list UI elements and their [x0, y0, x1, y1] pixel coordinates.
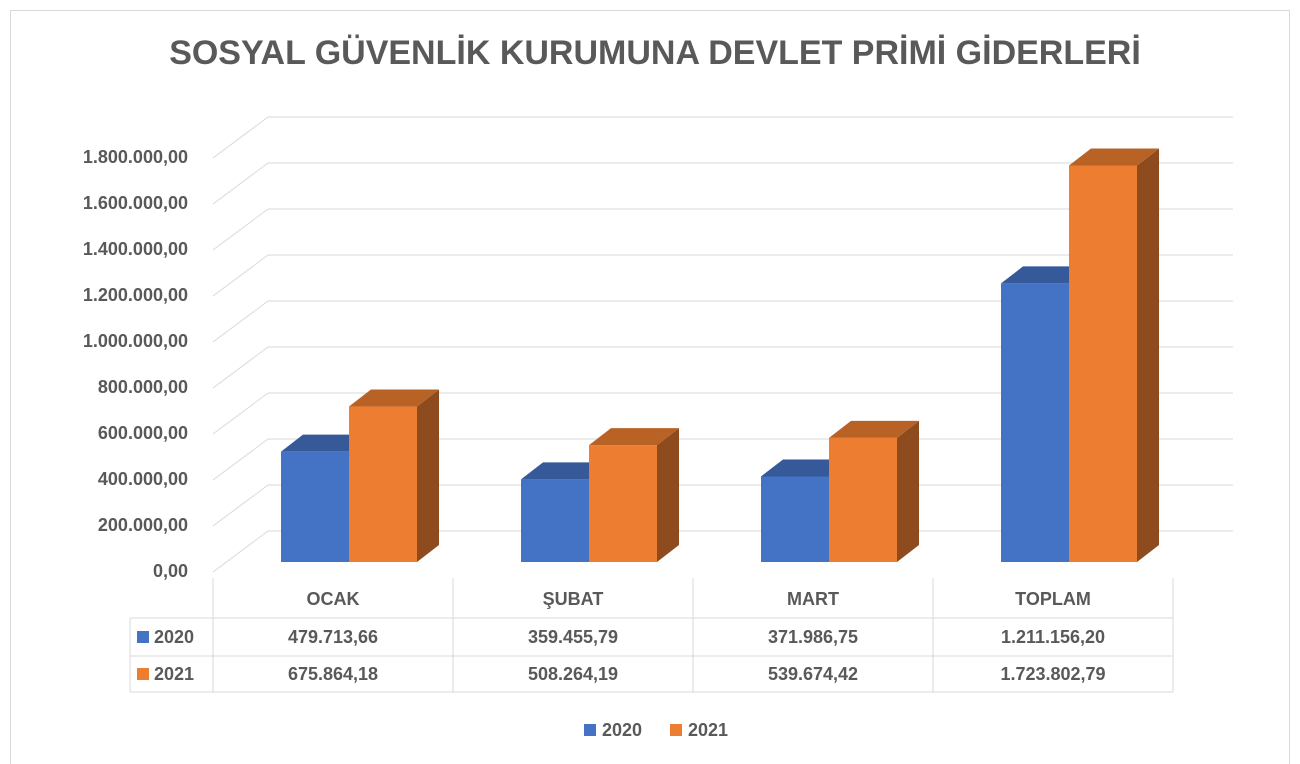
- bar: [761, 476, 829, 562]
- table-cell: 508.264,19: [528, 664, 618, 684]
- bar-side: [657, 428, 679, 562]
- y-tick-label: 1.000.000,00: [83, 331, 188, 351]
- grid-line-side: [212, 208, 269, 251]
- bar-side: [417, 389, 439, 562]
- bar-top: [281, 434, 371, 452]
- x-tick-label: ŞUBAT: [543, 589, 604, 609]
- grid-line-side: [212, 392, 269, 435]
- grid-line-side: [212, 530, 269, 573]
- table-cell: 371.986,75: [768, 627, 858, 647]
- bar: [829, 437, 897, 562]
- grid-line-side: [212, 254, 269, 297]
- bar: [1001, 283, 1069, 562]
- bar-side: [1137, 148, 1159, 562]
- table-cell: 1.211.156,20: [1001, 627, 1105, 647]
- bar-side: [897, 420, 919, 562]
- y-tick-label: 800.000,00: [98, 377, 188, 397]
- x-tick-label: MART: [787, 589, 839, 609]
- bar-top: [761, 459, 851, 477]
- grid-line-side: [212, 116, 269, 159]
- y-tick-label: 200.000,00: [98, 515, 188, 535]
- table-cell: 675.864,18: [288, 664, 378, 684]
- chart-title: SOSYAL GÜVENLİK KURUMUNA DEVLET PRİMİ Gİ…: [169, 34, 1141, 72]
- bar-top: [829, 420, 919, 438]
- grid-line-side: [212, 438, 269, 481]
- y-tick-label: 1.400.000,00: [83, 239, 188, 259]
- bar: [521, 479, 589, 562]
- grid-line-side: [212, 346, 269, 389]
- bar: [349, 406, 417, 562]
- table-series-name: 2021: [154, 664, 194, 684]
- x-tick-label: OCAK: [307, 589, 360, 609]
- y-tick-label: 600.000,00: [98, 423, 188, 443]
- table-cell: 539.674,42: [768, 664, 858, 684]
- y-tick-label: 1.800.000,00: [83, 147, 188, 167]
- y-tick-label: 1.600.000,00: [83, 193, 188, 213]
- y-tick-label: 400.000,00: [98, 469, 188, 489]
- table-legend-key: [137, 668, 149, 680]
- y-tick-label: 1.200.000,00: [83, 285, 188, 305]
- table-legend-key: [137, 631, 149, 643]
- legend-label: 2021: [688, 720, 728, 740]
- legend-key: [584, 724, 596, 736]
- bar-top: [589, 428, 679, 446]
- bar: [281, 451, 349, 562]
- bar-top: [521, 462, 611, 480]
- bar: [589, 445, 657, 562]
- table-cell: 359.455,79: [528, 627, 618, 647]
- grid-line-side: [212, 484, 269, 527]
- y-tick-label: 0,00: [153, 561, 188, 581]
- table-cell: 479.713,66: [288, 627, 378, 647]
- legend-label: 2020: [602, 720, 642, 740]
- x-tick-label: TOPLAM: [1015, 589, 1091, 609]
- legend-key: [670, 724, 682, 736]
- table-series-name: 2020: [154, 627, 194, 647]
- table-cell: 1.723.802,79: [1000, 664, 1105, 684]
- grid-line-side: [212, 300, 269, 343]
- bar-top: [1001, 266, 1091, 284]
- bar-top: [349, 389, 439, 407]
- bar: [1069, 165, 1137, 562]
- bar-top: [1069, 148, 1159, 166]
- grid-line-side: [212, 162, 269, 205]
